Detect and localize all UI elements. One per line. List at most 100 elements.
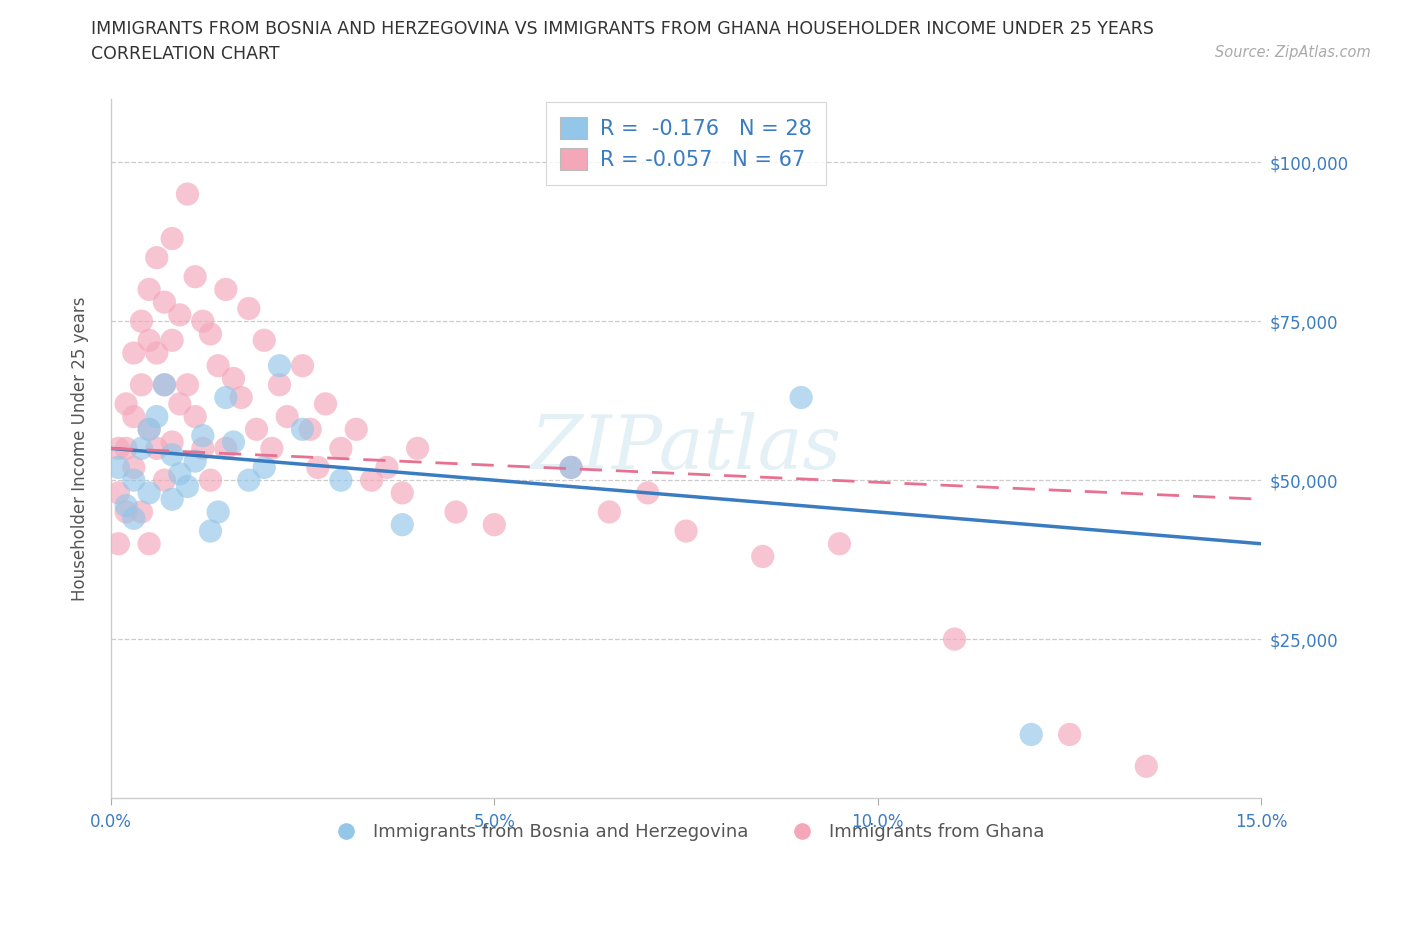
Point [253,333,276,348]
Point [122,346,145,361]
Point [131,313,153,328]
Point [138,422,160,437]
Y-axis label: Householder Income Under 25 years: Householder Income Under 25 years [72,296,89,601]
Point [115,396,138,411]
Point [231,390,253,405]
Point [253,460,276,475]
Point [375,460,398,475]
Point [191,428,214,443]
Point [1019,727,1042,742]
Point [138,485,160,500]
Point [131,378,153,392]
Point [828,537,851,551]
Point [222,434,245,449]
Text: IMMIGRANTS FROM BOSNIA AND HERZEGOVINA VS IMMIGRANTS FROM GHANA HOUSEHOLDER INCO: IMMIGRANTS FROM BOSNIA AND HERZEGOVINA V… [91,20,1154,38]
Point [307,460,329,475]
Point [637,485,659,500]
Point [169,396,191,411]
Point [598,504,620,519]
Point [291,358,314,373]
Point [291,422,314,437]
Point [107,537,129,551]
Point [191,313,214,328]
Point [238,472,260,487]
Point [160,333,183,348]
Point [176,378,198,392]
Legend: Immigrants from Bosnia and Herzegovina, Immigrants from Ghana: Immigrants from Bosnia and Herzegovina, … [321,816,1052,848]
Point [1059,727,1081,742]
Point [360,472,382,487]
Point [315,396,337,411]
Point [269,358,291,373]
Point [122,460,145,475]
Point [391,485,413,500]
Point [238,301,260,316]
Point [138,282,160,297]
Point [675,524,697,538]
Point [207,358,229,373]
Point [146,346,169,361]
Point [107,441,129,456]
Point [176,187,198,202]
Point [138,333,160,348]
Point [169,308,191,323]
Point [115,441,138,456]
Point [344,422,367,437]
Point [269,378,291,392]
Point [215,282,238,297]
Point [184,409,207,424]
Text: ZIPatlas: ZIPatlas [530,412,842,485]
Point [260,441,283,456]
Point [560,460,582,475]
Point [122,409,145,424]
Point [560,460,582,475]
Point [153,472,176,487]
Point [131,441,153,456]
Point [329,441,352,456]
Point [115,504,138,519]
Point [200,472,222,487]
Point [184,270,207,285]
Point [191,441,214,456]
Point [107,460,129,475]
Point [184,454,207,469]
Point [146,250,169,265]
Point [329,472,352,487]
Point [207,504,229,519]
Point [276,409,298,424]
Text: CORRELATION CHART: CORRELATION CHART [91,45,280,62]
Point [790,390,813,405]
Point [153,378,176,392]
Point [200,524,222,538]
Point [299,422,322,437]
Point [131,504,153,519]
Point [222,371,245,386]
Point [115,498,138,513]
Point [122,472,145,487]
Point [391,517,413,532]
Point [752,549,775,564]
Point [406,441,429,456]
Point [176,479,198,494]
Point [444,504,467,519]
Text: Source: ZipAtlas.com: Source: ZipAtlas.com [1215,45,1371,60]
Point [484,517,506,532]
Point [160,492,183,507]
Point [943,631,966,646]
Point [215,390,238,405]
Point [245,422,267,437]
Point [160,434,183,449]
Point [153,295,176,310]
Point [146,441,169,456]
Point [200,326,222,341]
Point [107,485,129,500]
Point [153,378,176,392]
Point [169,466,191,481]
Point [160,232,183,246]
Point [146,409,169,424]
Point [122,511,145,525]
Point [160,447,183,462]
Point [138,537,160,551]
Point [1135,759,1157,774]
Point [138,422,160,437]
